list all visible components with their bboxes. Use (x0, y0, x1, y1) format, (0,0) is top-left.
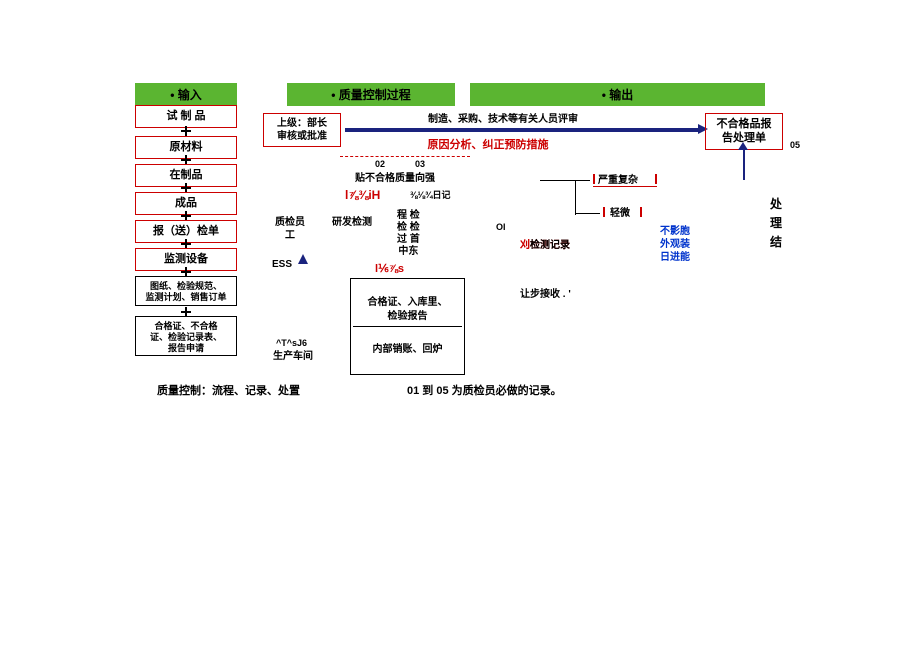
input-box-6: 图纸、检验规范、 监测计划、销售订单 (135, 276, 237, 306)
sev-h (540, 180, 590, 181)
red2: l⅙⅞s (375, 262, 404, 276)
header-input: • 输入 (135, 83, 237, 106)
xj-record-full: 刈检测记录 (520, 239, 570, 252)
review-line (345, 128, 700, 132)
review-text: 制造、采购、技术等有关人员评审 (388, 113, 618, 126)
proc-col: 程 检 检 检 过 首 中东 (397, 210, 420, 258)
dashed-02-03 (340, 156, 470, 157)
severe-r (655, 174, 657, 184)
ess-arrow (298, 254, 308, 264)
minor-r (640, 207, 642, 217)
out-vline (743, 145, 745, 180)
top-approval-box: 上级：部长 审核或批准 (263, 113, 341, 147)
num-02: 02 (375, 159, 385, 171)
result: 处 理 结 (770, 195, 782, 253)
severe: 严重复杂 (598, 174, 638, 187)
footer-right: 01 到 05 为质检员必做的记录。 (407, 382, 562, 398)
paste-label: 贴不合格质量向强 (335, 172, 455, 185)
diary: ⅜⅛¾日记 (410, 190, 451, 202)
rd-test: 研发检测 (332, 216, 372, 229)
minor-l (603, 207, 605, 217)
cause-text: 原因分析、纠正预防措施 (388, 138, 588, 152)
cert-line2: 内部销账、回炉 (353, 341, 462, 357)
header-output: • 输出 (470, 83, 765, 106)
input-box-7: 合格证、不合格 证、检验记录表、 报告申请 (135, 316, 237, 356)
concede: 让步接收 . ' (520, 288, 571, 301)
plus-0 (181, 126, 191, 136)
workshop: 生产车间 (273, 350, 313, 363)
severe-l (593, 174, 595, 184)
inspector: 质检员 工 (275, 216, 305, 242)
cert-line1: 合格证、入库里、检验报告 (353, 296, 462, 327)
footer-left: 质量控制：流程、记录、处置 (157, 382, 300, 398)
ts: ^T^sJ6 (276, 338, 307, 350)
out-arrow-up (738, 142, 748, 150)
red1: l⅞⅜iH (345, 188, 380, 204)
input-box-0: 试 制 品 (135, 105, 237, 128)
min-h (575, 213, 600, 214)
minor: 轻微 (610, 207, 630, 220)
branch-v (575, 180, 576, 215)
out-05: 05 (790, 140, 800, 152)
num-03: 03 (415, 159, 425, 171)
header-process: • 质量控制过程 (287, 83, 455, 106)
cert-box: 合格证、入库里、检验报告 内部销账、回炉 (350, 278, 465, 375)
blue-notes: 不影胞 外观装 日进能 (660, 225, 690, 264)
ess: ESS (272, 258, 292, 271)
oi: OI (496, 222, 506, 234)
